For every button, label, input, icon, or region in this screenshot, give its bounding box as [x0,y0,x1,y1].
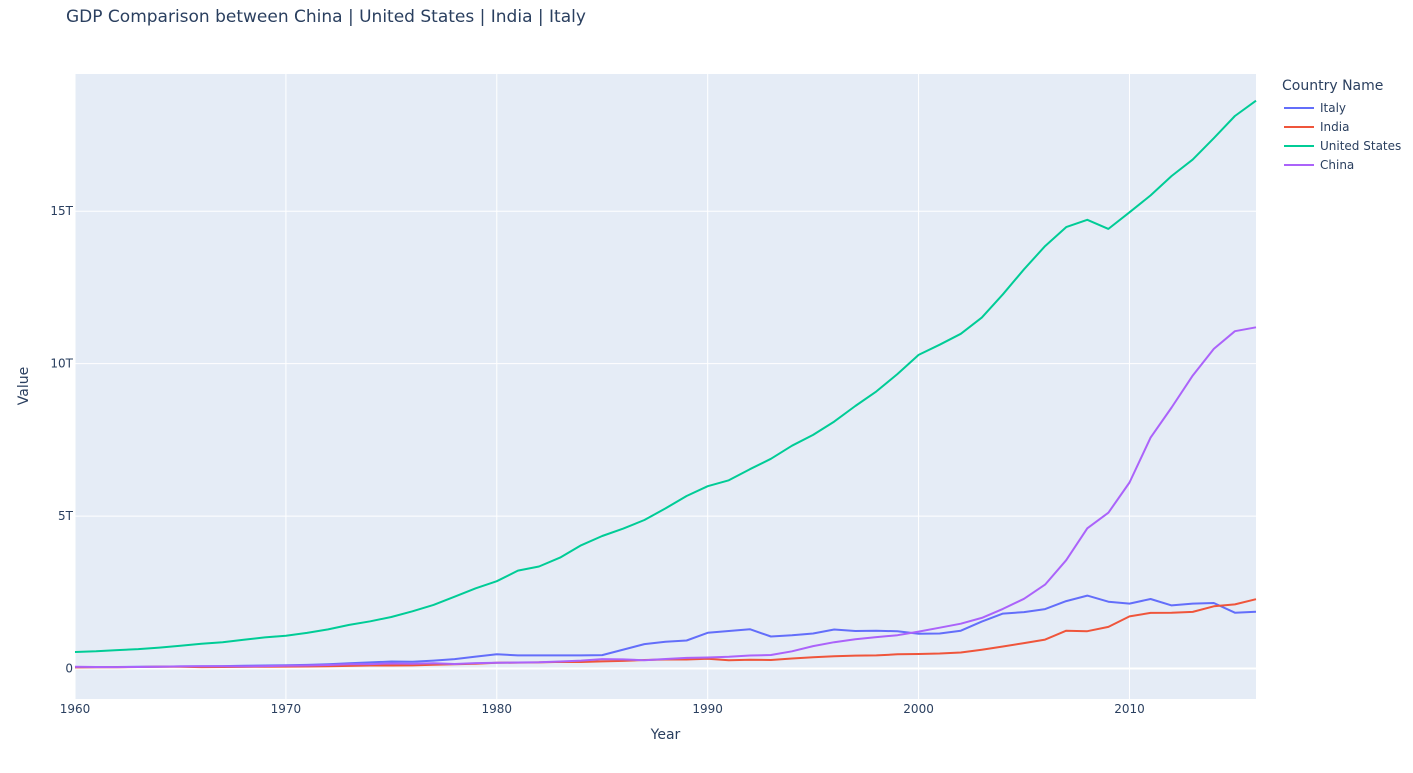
y-tick-label: 5T [58,509,74,523]
chart-title: GDP Comparison between China | United St… [66,7,586,27]
plot-background [75,74,1256,699]
legend-swatch [1284,125,1314,128]
x-tick-label: 1960 [60,702,91,716]
x-tick-label: 1990 [692,702,723,716]
x-tick-label: 2010 [1114,702,1145,716]
legend: Country Name Italy India United States Chin… [1282,78,1401,174]
y-axis-title: Value [16,367,32,405]
x-axis-ticks: 1960 1970 1980 1990 2000 2010 [60,702,1145,716]
legend-item-united-states[interactable]: United States [1282,136,1401,155]
legend-title: Country Name [1282,78,1384,94]
legend-label: China [1320,157,1355,172]
y-tick-label: 0 [65,662,73,676]
legend-swatch [1284,163,1314,166]
y-axis-ticks: 0 5T 10T 15T [50,204,73,675]
x-tick-label: 1980 [482,702,513,716]
series-line-china [74,326,1257,669]
gridlines [74,74,1256,699]
legend-item-india[interactable]: India [1282,117,1401,136]
series-lines [74,99,1257,669]
legend-item-italy[interactable]: Italy [1282,98,1401,117]
y-tick-label: 10T [50,357,73,371]
x-tick-label: 2000 [903,702,934,716]
x-tick-label: 1970 [271,702,302,716]
y-tick-label: 15T [50,204,73,218]
legend-label: Italy [1320,100,1347,115]
series-line-united-states [74,99,1257,653]
legend-label: United States [1320,138,1402,153]
legend-swatch [1284,144,1314,147]
legend-label: India [1320,119,1350,134]
legend-items: Italy India United States China [1282,98,1401,174]
legend-item-china[interactable]: China [1282,155,1401,174]
legend-swatch [1284,106,1314,109]
x-axis-title: Year [650,727,681,743]
